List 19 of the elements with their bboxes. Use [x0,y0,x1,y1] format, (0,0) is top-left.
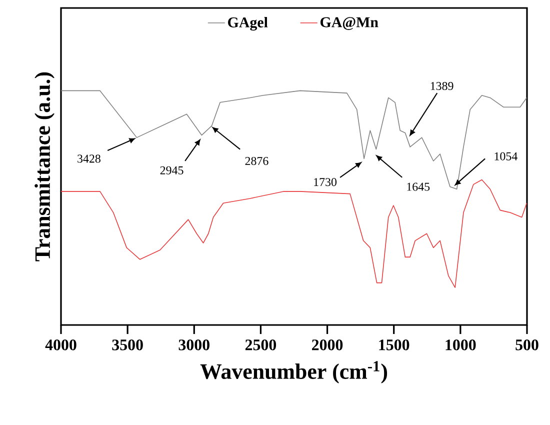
x-tick-label: 3500 [112,340,143,350]
annotation: 3428 [78,154,100,163]
annotation: 2876 [245,156,268,166]
y-axis-title: Transmittance (a.u.) [34,72,54,262]
annotation: 1054 [494,152,518,160]
annotation: 1730 [314,178,337,186]
x-tick-label: 500 [516,340,538,350]
legend-label: GAgel [228,16,268,31]
x-tick-label: 3000 [178,340,210,350]
x-tick-label: 4000 [45,340,76,350]
x-tick-label: 1500 [379,340,410,350]
x-tick-label: 1000 [446,340,476,350]
x-tick-label: 2000 [312,340,343,350]
annotation: 2945 [160,166,184,174]
x-tick-label: 2500 [245,340,276,350]
x-axis-title: Wavenumber (cm$^{-1}$) [200,361,388,384]
annotation: 1645 [407,182,430,191]
legend-label: GA@Mn [320,17,378,30]
annotation: 1389 [430,82,454,90]
